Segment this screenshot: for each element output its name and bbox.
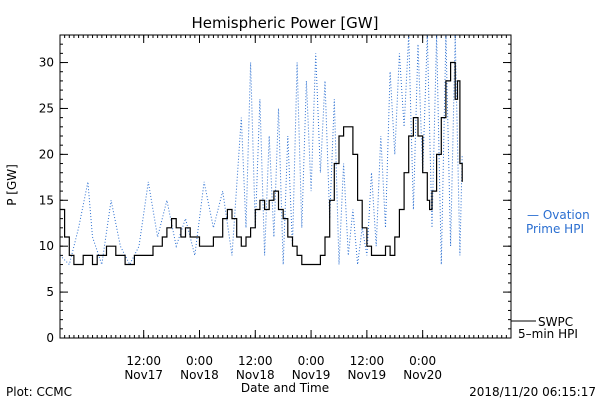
x-tick-labels: 12:00Nov170:00Nov1812:00Nov180:00Nov1912… bbox=[124, 354, 442, 382]
x-tick-label-time: 12:00 bbox=[126, 354, 161, 368]
y-tick-label: 5 bbox=[46, 285, 54, 299]
x-axis-label: Date and Time bbox=[241, 381, 329, 395]
chart-title: Hemispheric Power [GW] bbox=[192, 14, 379, 32]
legend-swpc-line1: SWPC bbox=[538, 315, 573, 329]
series-swpc-line bbox=[60, 61, 463, 266]
y-tick-label: 0 bbox=[46, 331, 54, 345]
legend-swpc-line2: 5–min HPI bbox=[518, 327, 578, 341]
legend-swpc: SWPC 5–min HPI bbox=[511, 315, 578, 341]
x-tick-label-time: 12:00 bbox=[350, 354, 385, 368]
y-tick-label: 15 bbox=[39, 193, 54, 207]
x-tick-label-date: Nov20 bbox=[403, 368, 442, 382]
x-tick-label-time: 0:00 bbox=[186, 354, 213, 368]
series-ovation-line bbox=[59, 34, 463, 266]
y-tick-label: 20 bbox=[39, 147, 54, 161]
legend-ovation-line2: Prime HPI bbox=[526, 222, 584, 236]
legend-ovation: — Ovation Prime HPI bbox=[526, 208, 590, 236]
y-tick-label: 25 bbox=[39, 101, 54, 115]
x-tick-label-date: Nov19 bbox=[292, 368, 331, 382]
x-tick-label-time: 0:00 bbox=[298, 354, 325, 368]
x-tick-label-date: Nov18 bbox=[236, 368, 275, 382]
series-lines bbox=[59, 34, 463, 266]
axis-ticks bbox=[59, 34, 512, 339]
plot-credit: Plot: CCMC bbox=[6, 385, 72, 399]
y-tick-label: 10 bbox=[39, 239, 54, 253]
x-tick-label-time: 12:00 bbox=[238, 354, 273, 368]
y-tick-label: 30 bbox=[39, 56, 54, 70]
y-axis-label: P [GW] bbox=[5, 164, 19, 206]
x-tick-label-time: 0:00 bbox=[409, 354, 436, 368]
x-tick-label-date: Nov17 bbox=[124, 368, 163, 382]
y-tick-labels: 0 5 10 15 20 25 30 bbox=[39, 56, 54, 345]
x-tick-label-date: Nov19 bbox=[348, 368, 387, 382]
y-axis-label-group: P [GW] bbox=[5, 164, 19, 206]
plot-timestamp: 2018/11/20 06:15:17 bbox=[469, 385, 596, 399]
plot-frame bbox=[59, 34, 512, 339]
legend-ovation-line1: — Ovation bbox=[527, 208, 590, 222]
x-tick-label-date: Nov18 bbox=[180, 368, 219, 382]
